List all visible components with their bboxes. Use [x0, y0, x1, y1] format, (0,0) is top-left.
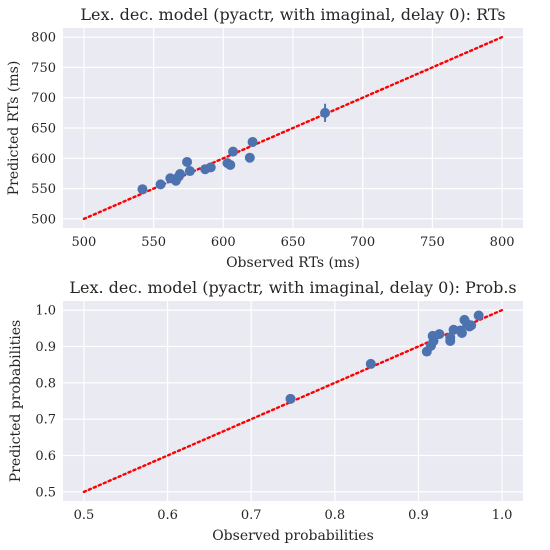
prob-y-tick-label: 0.6 [35, 449, 56, 464]
rt-data-point [247, 136, 258, 147]
rt-y-tick-label: 800 [31, 31, 56, 46]
rt-x-tick-label: 700 [350, 235, 375, 250]
rt-data-point [320, 107, 331, 118]
prob-x-tick-label: 0.7 [241, 508, 262, 523]
rt-x-axis-label: Observed RTs (ms) [226, 255, 360, 271]
prob-data-point [434, 329, 445, 340]
prob-chart-title: Lex. dec. model (pyactr, with imaginal, … [69, 278, 516, 297]
prob-data-point [285, 393, 296, 404]
rt-x-tick-label: 750 [420, 235, 445, 250]
rt-data-point [155, 179, 166, 190]
prob-subplot: 0.5 0.6 0.7 0.8 0.9 1.0 0.5 0.6 0.7 0.8 0.9 1.0 Le… [8, 278, 523, 544]
rt-points [137, 103, 331, 195]
rt-x-tick-label: 650 [281, 235, 306, 250]
prob-data-point [466, 320, 477, 331]
rt-chart-title: Lex. dec. model (pyactr, with imaginal, … [80, 5, 505, 24]
prob-data-point [456, 328, 467, 338]
rt-y-tick-label: 600 [31, 152, 56, 167]
rt-reference-line [82, 35, 504, 221]
rt-y-tick-label: 500 [31, 212, 56, 227]
rt-data-point [244, 152, 255, 163]
rt-data-point [225, 159, 236, 170]
prob-x-tick-label: 0.8 [324, 508, 345, 523]
rt-y-tick-label: 650 [31, 122, 56, 137]
prob-grid [63, 301, 523, 501]
prob-data-point [445, 332, 456, 343]
rt-data-point [182, 156, 193, 167]
rt-y-tick-label: 750 [31, 61, 56, 76]
rt-data-point [228, 146, 239, 157]
prob-y-tick-label: 0.9 [35, 340, 56, 355]
prob-x-tick-label: 1.0 [492, 508, 513, 523]
rt-y-axis-label: Predicted RTs (ms) [6, 61, 22, 196]
prob-y-tick-label: 0.8 [35, 376, 56, 391]
prob-y-axis-label: Predicted probabilities [8, 320, 24, 482]
prob-x-tick-label: 0.9 [408, 508, 429, 523]
rt-data-point [205, 162, 216, 173]
rt-subplot: 500 550 600 650 700 750 800 500 550 600 650 700 750… [6, 5, 523, 271]
prob-y-tick-label: 0.7 [35, 413, 56, 428]
rt-y-tick-labels: 500 550 600 650 700 750 800 [31, 31, 56, 228]
rt-x-tick-label: 500 [71, 235, 96, 250]
prob-y-tick-label: 1.0 [35, 304, 56, 319]
prob-data-point [473, 310, 484, 321]
prob-y-tick-label: 0.5 [35, 485, 56, 500]
prob-x-tick-labels: 0.5 0.6 0.7 0.8 0.9 1.0 [74, 508, 513, 523]
prob-data-point [365, 358, 376, 369]
rt-diagonal-line [82, 35, 504, 221]
rt-y-tick-label: 700 [31, 91, 56, 106]
rt-x-tick-label: 800 [490, 235, 515, 250]
prob-x-tick-label: 0.6 [157, 508, 178, 523]
rt-x-tick-labels: 500 550 600 650 700 750 800 [71, 235, 514, 250]
prob-x-tick-label: 0.5 [74, 508, 95, 523]
rt-x-tick-label: 550 [141, 235, 166, 250]
rt-data-point [175, 169, 186, 180]
rt-data-point [184, 166, 195, 177]
prob-y-tick-labels: 0.5 0.6 0.7 0.8 0.9 1.0 [35, 304, 56, 501]
rt-y-tick-label: 550 [31, 182, 56, 197]
rt-data-point [137, 184, 148, 195]
rt-x-tick-label: 600 [211, 235, 236, 250]
prob-x-axis-label: Observed probabilities [212, 528, 374, 544]
prob-points [285, 310, 484, 404]
